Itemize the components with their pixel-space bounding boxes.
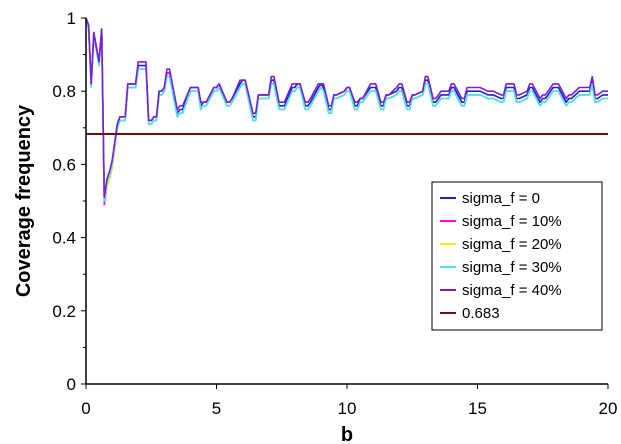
x-tick-label: 10	[338, 399, 357, 418]
legend-label: sigma_f = 30%	[462, 259, 562, 276]
series-line-4	[85, 17, 608, 199]
x-tick-label: 0	[81, 399, 90, 418]
legend: sigma_f = 0 sigma_f = 10% sigma_f = 20% sig…	[431, 181, 603, 331]
x-tick-label: 5	[212, 399, 221, 418]
y-tick-label: 0.8	[52, 82, 76, 101]
x-axis-title: b	[341, 424, 353, 444]
legend-label: sigma_f = 20%	[462, 236, 562, 253]
series-line-0	[85, 17, 608, 202]
x-tick-label: 15	[468, 399, 487, 418]
y-tick-label: 1	[67, 9, 76, 28]
legend-label: sigma_f = 10%	[462, 213, 562, 230]
y-axis-title-group: Coverage frequency	[13, 104, 35, 297]
y-tick-label: 0	[67, 375, 76, 394]
y-ticks: 0 0.2 0.4 0.6 0.8 1	[52, 9, 86, 394]
legend-box	[431, 181, 603, 331]
legend-label: sigma_f = 40%	[462, 282, 562, 299]
y-tick-label: 0.4	[52, 229, 76, 248]
y-axis-title: Coverage frequency	[13, 104, 35, 297]
series-line-1	[85, 17, 608, 206]
series-line-3	[85, 17, 608, 202]
x-ticks: 0 5 10 15 20	[81, 384, 617, 418]
series-line-2	[85, 17, 608, 202]
legend-label: sigma_f = 0	[462, 190, 540, 207]
series-layer	[85, 17, 608, 206]
legend-label: 0.683	[462, 305, 500, 322]
x-tick-label: 20	[599, 399, 618, 418]
legend-items: sigma_f = 0 sigma_f = 10% sigma_f = 20% sig…	[440, 190, 562, 322]
y-tick-label: 0.6	[52, 155, 76, 174]
y-tick-label: 0.2	[52, 302, 76, 321]
